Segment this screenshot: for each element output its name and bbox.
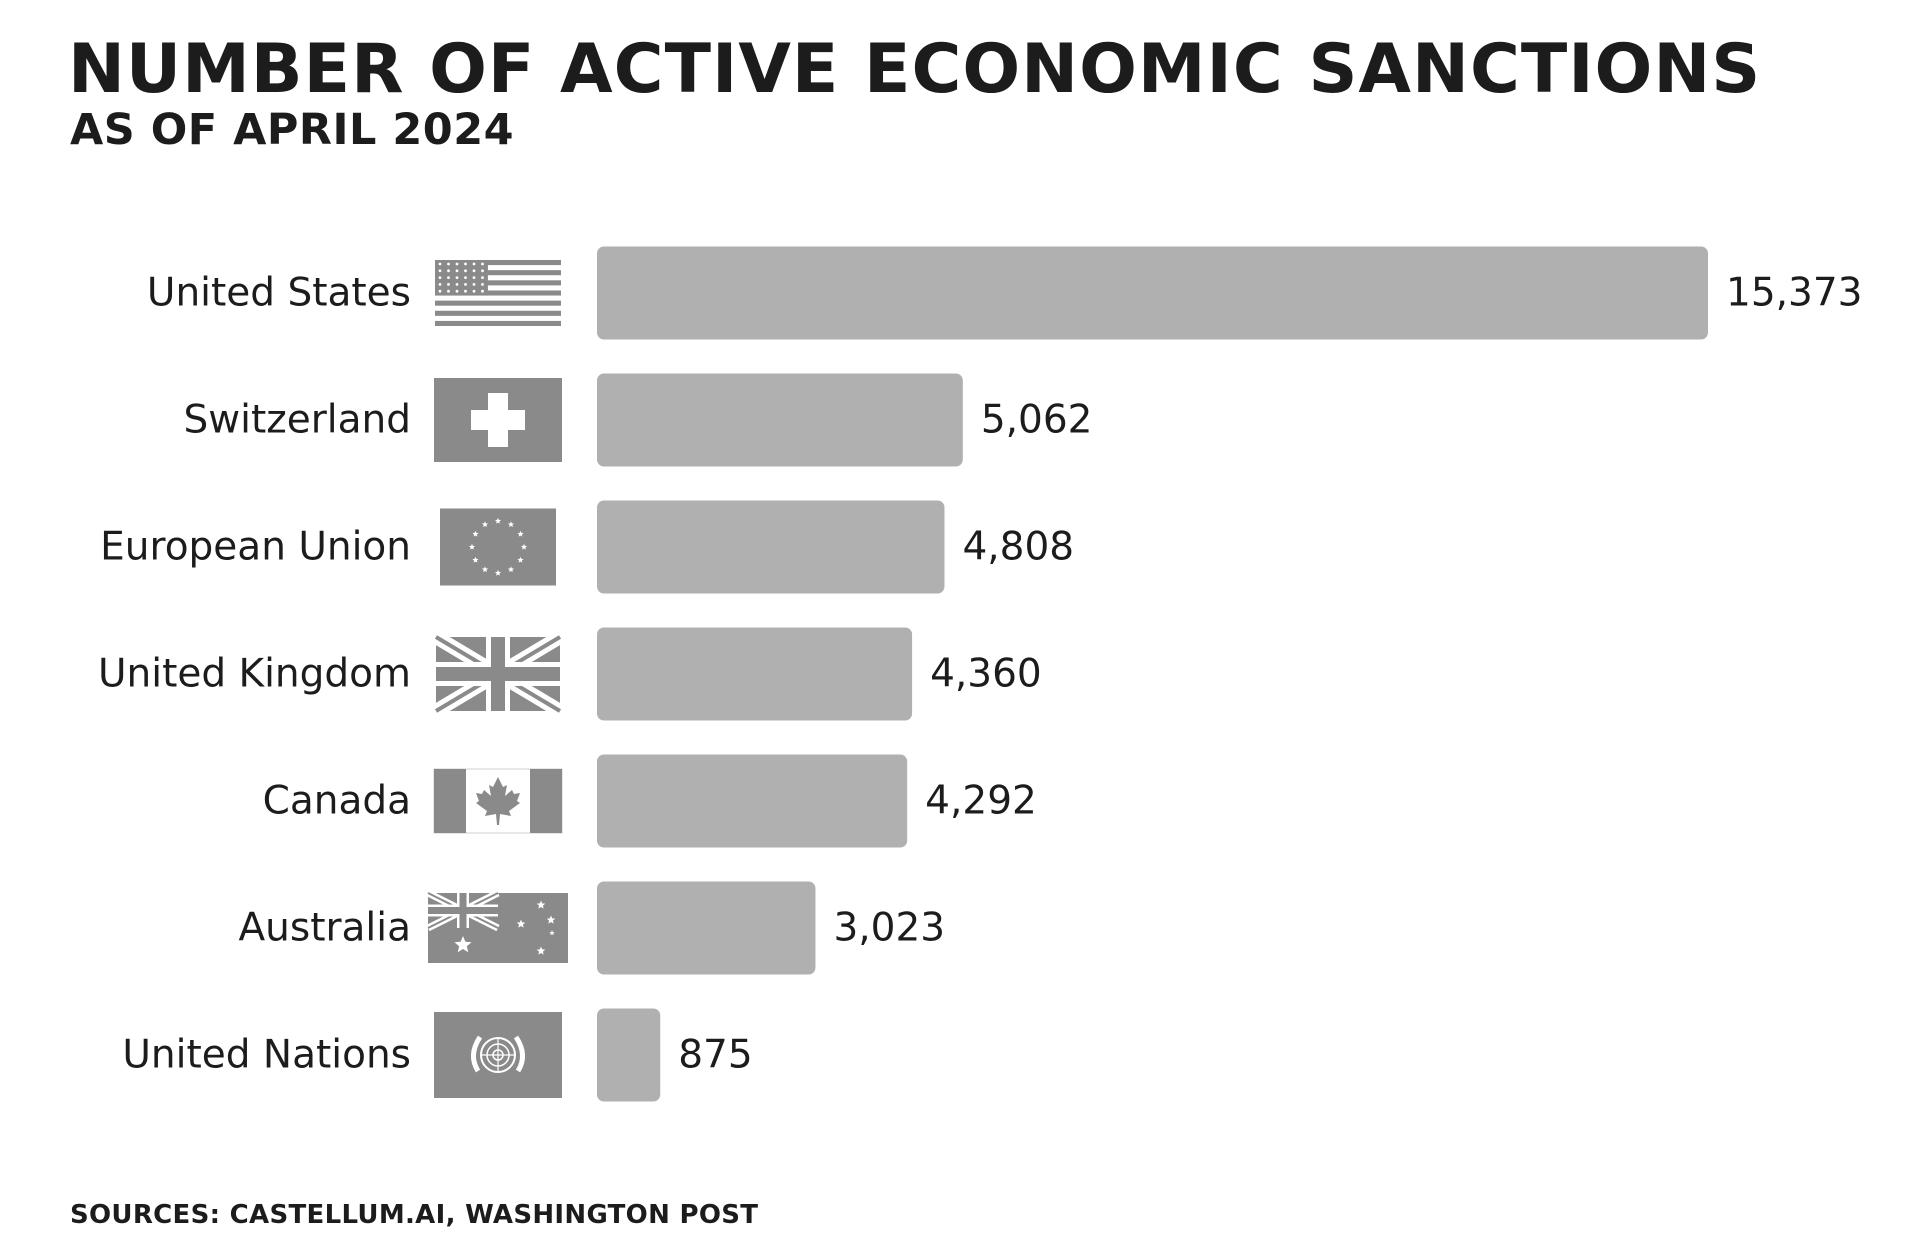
bar <box>597 373 963 467</box>
switzerland-flag-icon <box>434 378 562 462</box>
category-label: Switzerland <box>184 398 412 443</box>
value-label: 3,023 <box>833 906 945 951</box>
category-label: Australia <box>238 906 411 951</box>
value-label: 4,360 <box>930 652 1042 697</box>
bar <box>597 246 1708 340</box>
category-label: United Nations <box>122 1033 411 1078</box>
un-flag-icon <box>434 1012 562 1098</box>
value-label: 5,062 <box>981 398 1093 443</box>
eu-flag-icon <box>440 508 556 586</box>
category-label: Canada <box>263 779 411 824</box>
value-label: 15,373 <box>1726 271 1862 316</box>
uk-flag-icon <box>432 630 564 718</box>
bar <box>597 500 945 594</box>
bar <box>597 1008 661 1102</box>
australia-flag-icon <box>426 889 568 963</box>
chart-title: NUMBER OF ACTIVE ECONOMIC SANCTIONS <box>68 30 1762 109</box>
value-label: 4,292 <box>925 779 1037 824</box>
category-label: United Kingdom <box>98 652 411 697</box>
category-label: European Union <box>100 525 411 570</box>
bar <box>597 754 908 848</box>
chart-subtitle: AS OF APRIL 2024 <box>70 105 515 155</box>
canada-flag-icon <box>433 768 563 834</box>
bar <box>597 627 913 721</box>
value-label: 4,808 <box>962 525 1074 570</box>
category-label: United States <box>147 271 411 316</box>
sources-note: SOURCES: CASTELLUM.AI, WASHINGTON POST <box>70 1200 759 1230</box>
bar <box>597 881 816 975</box>
value-label: 875 <box>678 1033 752 1078</box>
usa-flag-icon <box>435 260 561 326</box>
